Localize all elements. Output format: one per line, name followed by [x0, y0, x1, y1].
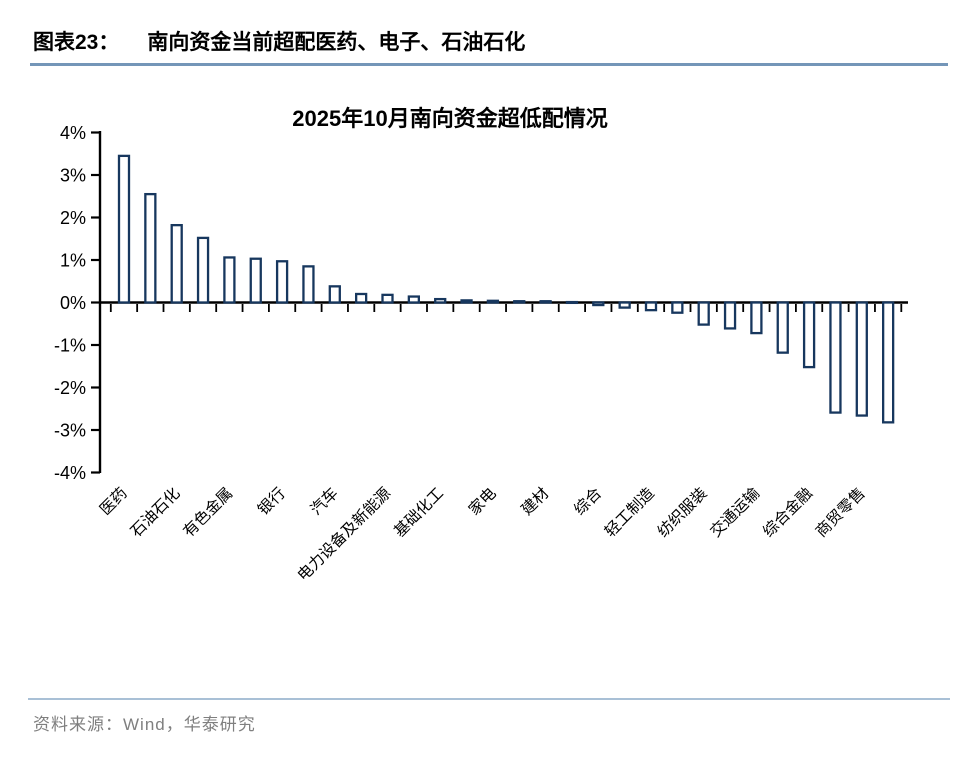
- x-axis-label-家电: 家电: [465, 484, 500, 519]
- x-axis-label-银行: 银行: [254, 484, 289, 519]
- y-axis-tick-label: -4%: [54, 463, 86, 483]
- y-axis-tick-label: 1%: [60, 251, 86, 271]
- bar-医药: [117, 154, 131, 304]
- header-divider: [30, 63, 948, 66]
- bar-家电: [486, 299, 500, 304]
- bar-item-18: [565, 300, 579, 305]
- source-names: Wind，华泰研究: [123, 715, 256, 734]
- x-axis-label-医药: 医药: [96, 484, 131, 519]
- x-axis-label-纺织服装: 纺织服装: [654, 484, 711, 541]
- figure-number: 图表23：: [33, 31, 120, 54]
- bar-item-16: [513, 300, 526, 304]
- y-axis-tick-label: 4%: [60, 123, 86, 143]
- bar-item-12: [407, 295, 421, 304]
- figure-header: 图表23： 南向资金当前超配医药、电子、石油石化: [33, 26, 525, 56]
- bar-item-24: [723, 301, 737, 330]
- bar-建材: [539, 300, 552, 304]
- x-axis-label-交通运输: 交通运输: [707, 484, 764, 541]
- bar-item-26: [776, 301, 789, 354]
- bar-item-20: [618, 301, 631, 309]
- source-label: 资料来源：: [33, 715, 123, 734]
- x-axis-label-综合: 综合: [570, 484, 605, 519]
- bar-汽车: [328, 285, 341, 304]
- x-axis-label-石油石化: 石油石化: [127, 484, 184, 541]
- x-axis-label-电力设备及新能源: 电力设备及新能源: [294, 484, 394, 584]
- y-axis-tick-label: -1%: [54, 336, 86, 356]
- chart-title: 2025年10月南向资金超低配情况: [292, 106, 608, 131]
- x-axis-label-基础化工: 基础化工: [390, 484, 447, 541]
- bar-有色金属: [223, 256, 236, 304]
- x-axis-label-商贸零售: 商贸零售: [812, 484, 869, 541]
- bar-item-8: [302, 265, 315, 304]
- y-axis-tick-label: -2%: [54, 378, 86, 398]
- y-axis-tick-label: 2%: [60, 208, 86, 228]
- source-note: 资料来源：Wind，华泰研究: [33, 710, 256, 735]
- x-axis-label-有色金属: 有色金属: [180, 484, 237, 541]
- footer-divider: [28, 698, 950, 700]
- bar-item-6: [249, 257, 262, 304]
- bar-综合金融: [802, 301, 816, 369]
- y-axis-tick-label: -3%: [54, 421, 86, 441]
- bar-item-28: [829, 301, 842, 414]
- bar-商贸零售: [855, 301, 868, 417]
- x-axis-label-综合金融: 综合金融: [759, 484, 816, 541]
- bar-item-2: [144, 192, 157, 304]
- bar-轻工制造: [644, 301, 658, 312]
- x-axis-label-建材: 建材: [518, 484, 553, 519]
- bar-item-4: [196, 236, 210, 304]
- y-axis-tick-label: 3%: [60, 166, 86, 186]
- bar-item-22: [671, 301, 684, 314]
- bar-电力设备及新能源: [381, 293, 394, 304]
- bar-交通运输: [750, 301, 763, 335]
- bar-item-14: [460, 299, 473, 304]
- bar-item-10: [354, 292, 368, 304]
- bar-综合: [592, 301, 605, 307]
- y-axis-tick-label: 0%: [60, 293, 86, 313]
- bar-基础化工: [434, 297, 447, 304]
- bar-银行: [275, 260, 289, 304]
- bar-item-30: [882, 301, 895, 424]
- x-axis-label-轻工制造: 轻工制造: [601, 484, 658, 541]
- bar-纺织服装: [697, 301, 710, 326]
- figure-title: 南向资金当前超配医药、电子、石油石化: [147, 31, 526, 54]
- bar-石油石化: [170, 223, 183, 304]
- x-axis-label-汽车: 汽车: [307, 484, 342, 519]
